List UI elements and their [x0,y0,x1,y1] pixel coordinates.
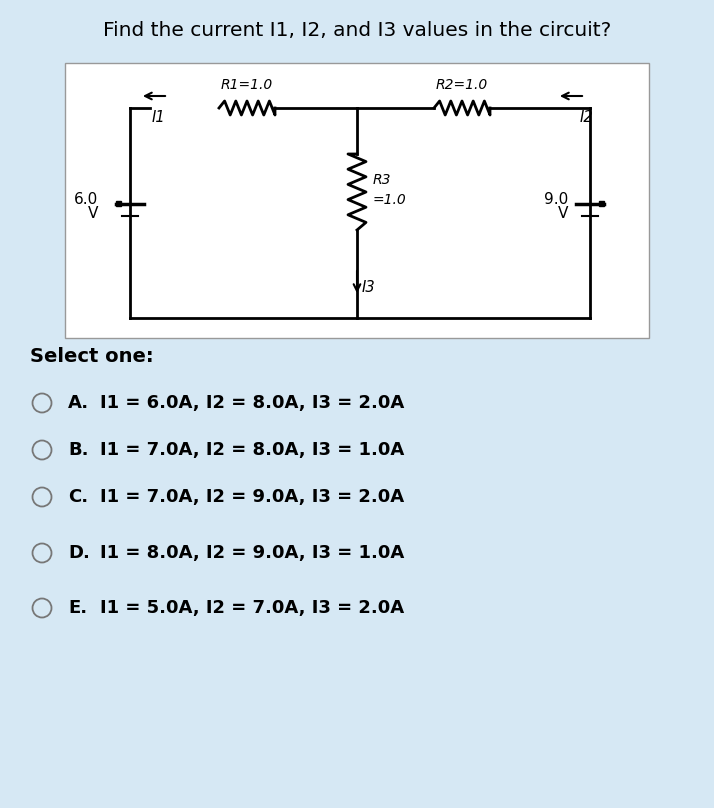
Text: =1.0: =1.0 [373,193,407,207]
Text: I1 = 5.0A, I2 = 7.0A, I3 = 2.0A: I1 = 5.0A, I2 = 7.0A, I3 = 2.0A [100,599,404,617]
Text: R2=1.0: R2=1.0 [436,78,488,92]
Text: I2: I2 [580,110,593,125]
Text: I1 = 7.0A, I2 = 8.0A, I3 = 1.0A: I1 = 7.0A, I2 = 8.0A, I3 = 1.0A [100,441,404,459]
Bar [116,201,121,206]
Text: I3: I3 [362,280,376,296]
Text: E.: E. [68,599,87,617]
Text: B.: B. [68,441,89,459]
Bar [599,201,604,206]
Text: Find the current I1, I2, and I3 values in the circuit?: Find the current I1, I2, and I3 values i… [103,20,611,40]
Text: D.: D. [68,544,90,562]
Text: I1 = 8.0A, I2 = 9.0A, I3 = 1.0A: I1 = 8.0A, I2 = 9.0A, I3 = 1.0A [100,544,404,562]
Text: Select one:: Select one: [30,347,154,365]
FancyBboxPatch shape [65,63,649,338]
Text: 9.0: 9.0 [544,192,568,208]
Text: V: V [88,207,98,221]
Text: I1: I1 [152,110,166,125]
Text: C.: C. [68,488,88,506]
Text: A.: A. [68,394,89,412]
Text: V: V [558,207,568,221]
Text: I1 = 7.0A, I2 = 9.0A, I3 = 2.0A: I1 = 7.0A, I2 = 9.0A, I3 = 2.0A [100,488,404,506]
Text: 6.0: 6.0 [74,192,98,208]
Text: R1=1.0: R1=1.0 [221,78,273,92]
Text: I1 = 6.0A, I2 = 8.0A, I3 = 2.0A: I1 = 6.0A, I2 = 8.0A, I3 = 2.0A [100,394,404,412]
Text: R3: R3 [373,173,391,187]
